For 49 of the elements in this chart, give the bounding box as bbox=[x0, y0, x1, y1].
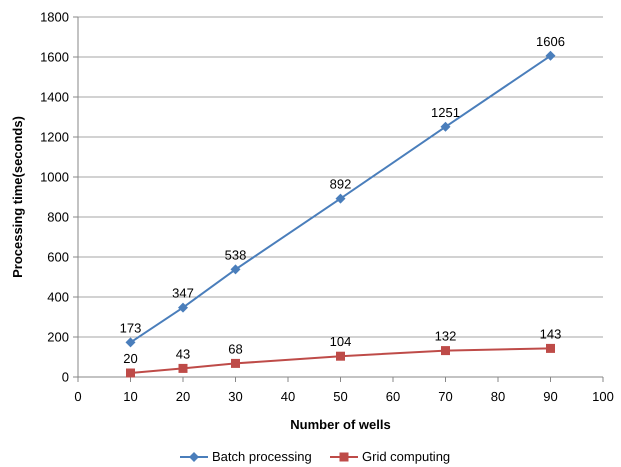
data-label: 538 bbox=[224, 247, 246, 262]
point bbox=[126, 368, 135, 378]
data-label: 20 bbox=[123, 351, 138, 366]
x-tick-label: 20 bbox=[176, 389, 190, 404]
point bbox=[178, 302, 188, 313]
x-tick-label: 60 bbox=[386, 389, 400, 404]
y-tick-label: 1400 bbox=[40, 90, 69, 104]
y-tick-label: 1000 bbox=[40, 170, 69, 184]
point bbox=[231, 358, 240, 368]
data-label: 43 bbox=[176, 346, 190, 362]
x-tick-label: 10 bbox=[123, 389, 138, 404]
x-tick-label: 70 bbox=[438, 389, 453, 404]
point bbox=[336, 352, 345, 361]
data-label: 143 bbox=[540, 326, 562, 342]
y-tick-label: 1600 bbox=[40, 50, 69, 64]
x-tick-label: 50 bbox=[333, 389, 348, 404]
y-tick-label: 0 bbox=[62, 370, 69, 384]
data-label: 1606 bbox=[536, 34, 565, 49]
point bbox=[126, 337, 136, 348]
point bbox=[441, 346, 450, 356]
x-tick-label: 0 bbox=[74, 389, 82, 404]
y-tick-label: 1800 bbox=[40, 10, 69, 24]
data-label: 1251 bbox=[431, 104, 460, 120]
legend-label: Grid computing bbox=[362, 449, 450, 464]
data-label: 173 bbox=[120, 320, 142, 336]
y-tick-label: 400 bbox=[47, 290, 69, 304]
data-label: 132 bbox=[434, 328, 456, 344]
y-tick-label: 600 bbox=[47, 250, 69, 264]
x-tick-label: 80 bbox=[490, 389, 506, 404]
x-tick-label: 40 bbox=[280, 389, 296, 404]
data-label: 892 bbox=[330, 176, 352, 192]
data-label: 347 bbox=[172, 286, 194, 301]
point bbox=[546, 50, 556, 61]
x-axis-title: Number of wells bbox=[290, 417, 391, 432]
y-axis-title: Processing time(seconds) bbox=[10, 116, 25, 278]
legend-label: Batch processing bbox=[212, 449, 312, 464]
y-tick-label: 1200 bbox=[40, 130, 69, 144]
x-tick-label: 30 bbox=[228, 389, 243, 404]
point bbox=[440, 122, 450, 132]
data-label: 104 bbox=[330, 334, 352, 350]
x-tick-label: 90 bbox=[543, 389, 558, 404]
y-tick-label: 800 bbox=[47, 210, 69, 224]
point bbox=[230, 264, 240, 274]
y-tick-label: 200 bbox=[47, 330, 69, 344]
point bbox=[178, 364, 188, 373]
data-label: 68 bbox=[228, 341, 243, 356]
point bbox=[546, 344, 555, 353]
point bbox=[336, 194, 346, 204]
x-tick-label: 100 bbox=[592, 389, 614, 404]
